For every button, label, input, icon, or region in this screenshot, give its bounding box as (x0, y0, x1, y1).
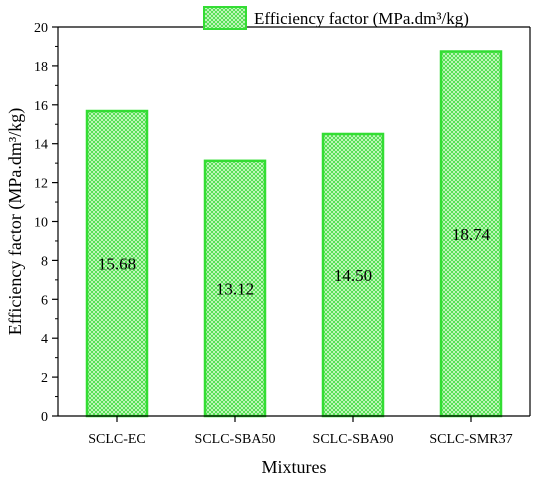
y-tick-label: 10 (34, 216, 48, 231)
bar-sclc-sba50 (203, 159, 267, 418)
bar-sclc-smr37 (439, 50, 503, 418)
x-tick-label: SCLC-SBA50 (195, 432, 276, 447)
y-ticks: 0 2 4 6 8 10 12 14 16 18 20 (34, 21, 58, 425)
bars (85, 50, 503, 418)
x-ticks: SCLC-EC SCLC-SBA50 SCLC-SBA90 SCLC-SMR37 (88, 416, 513, 447)
bar-labels: 15.68 13.12 14.50 18.74 (98, 225, 491, 299)
bar-value-label: 18.74 (452, 225, 491, 244)
y-tick-label: 6 (41, 293, 48, 308)
y-tick-label: 14 (34, 138, 48, 153)
legend: Efficiency factor (MPa.dm³/kg) (203, 6, 469, 30)
y-tick-label: 12 (34, 177, 48, 192)
y-tick-label: 20 (34, 21, 48, 36)
y-tick-label: 8 (41, 254, 48, 269)
y-tick-label: 4 (41, 332, 48, 347)
y-tick-label: 2 (41, 371, 48, 386)
x-tick-label: SCLC-SBA90 (313, 432, 394, 447)
y-axis-title: Efficiency factor (MPa.dm³/kg) (5, 108, 26, 336)
bar-value-label: 14.50 (334, 266, 372, 285)
legend-label: Efficiency factor (MPa.dm³/kg) (254, 9, 469, 28)
y-tick-label: 16 (34, 99, 48, 114)
x-axis-title: Mixtures (262, 457, 327, 477)
bar-sclc-ec (85, 109, 149, 418)
x-tick-label: SCLC-SMR37 (429, 432, 512, 447)
bar-value-label: 13.12 (216, 279, 254, 298)
y-tick-label: 0 (41, 410, 48, 425)
y-tick-label: 18 (34, 60, 48, 75)
x-tick-label: SCLC-EC (88, 432, 146, 447)
legend-swatch (203, 6, 247, 30)
bar-value-label: 15.68 (98, 255, 136, 274)
